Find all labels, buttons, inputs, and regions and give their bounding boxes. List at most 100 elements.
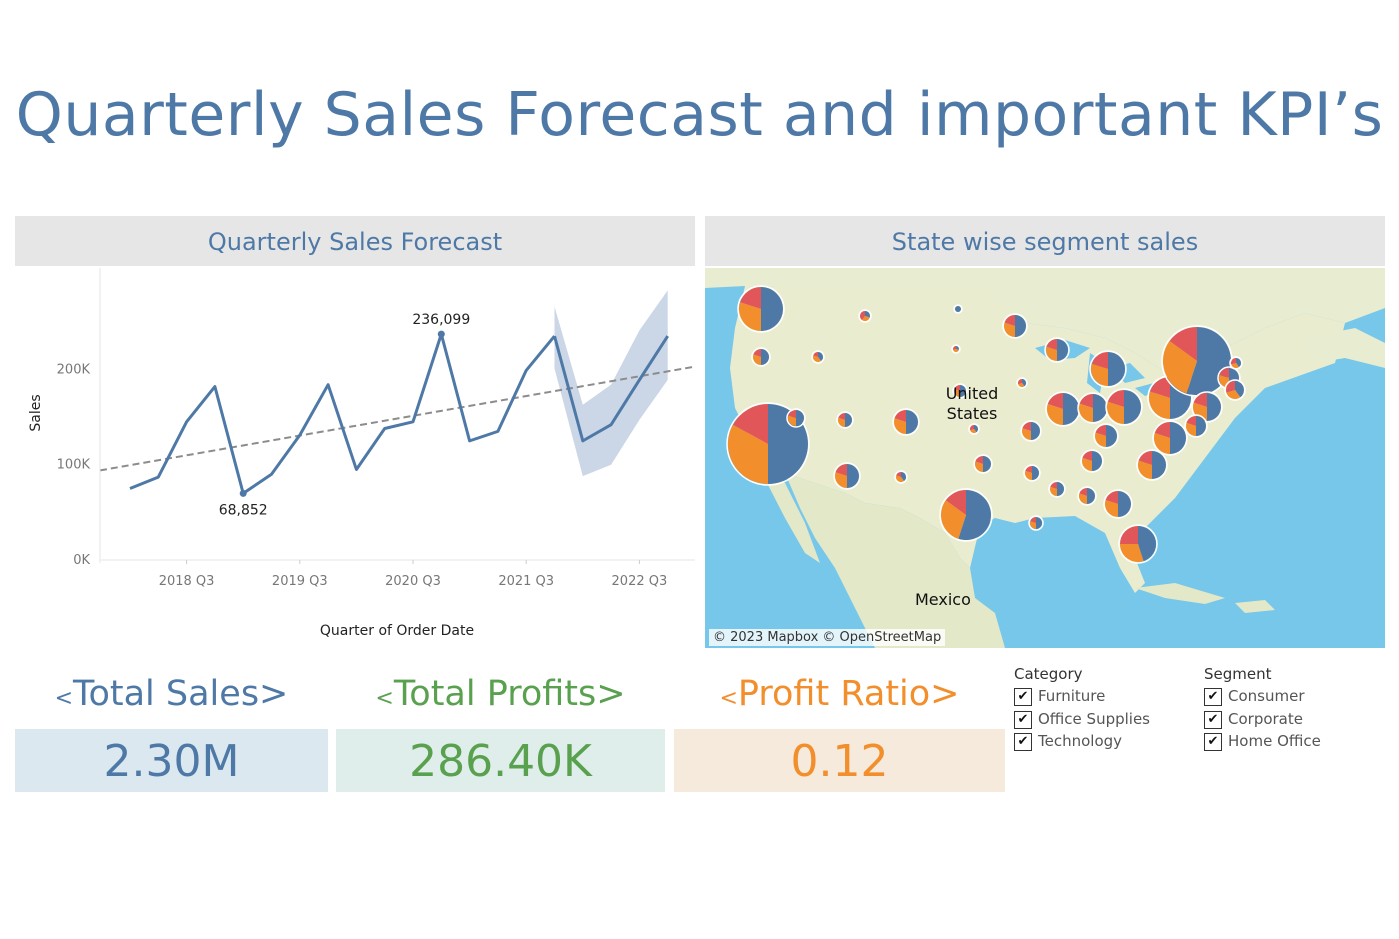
state-segment-pie[interactable] [1002, 313, 1028, 339]
segment-filter-consumer[interactable]: ✔ Consumer [1204, 686, 1305, 706]
segment-filter-title: Segment [1204, 665, 1272, 683]
x-tick-label: 2018 Q3 [159, 574, 215, 589]
checkbox-icon[interactable]: ✔ [1204, 687, 1222, 706]
pie-slice [1030, 517, 1036, 523]
state-segment-pie[interactable] [1020, 420, 1042, 442]
pie-outline [1152, 420, 1188, 456]
state-segment-pie[interactable] [1089, 350, 1127, 388]
state-segment-pie[interactable] [737, 285, 785, 333]
state-segment-pie[interactable] [751, 347, 771, 367]
pie-slice [1154, 422, 1170, 438]
category-filter-furniture[interactable]: ✔ Furniture [1014, 686, 1105, 706]
pie-slice [941, 500, 966, 539]
checkbox-icon[interactable]: ✔ [1014, 687, 1032, 706]
state-segment-pie[interactable] [1093, 423, 1119, 449]
pie-slice [894, 418, 906, 434]
state-segment-pie[interactable] [1224, 379, 1246, 401]
state-segment-pie[interactable] [811, 350, 825, 364]
segment-filter-corporate[interactable]: ✔ Corporate [1204, 709, 1303, 729]
pie-slice [788, 410, 796, 418]
state-segment-pie[interactable] [1184, 414, 1208, 438]
hispaniola [1235, 600, 1275, 613]
pie-slice [945, 490, 966, 515]
pie-slice [1093, 394, 1107, 422]
checkbox-icon[interactable]: ✔ [1204, 732, 1222, 751]
state-segment-pie[interactable] [833, 462, 861, 490]
pie-slice [1154, 433, 1170, 454]
state-segment-pie[interactable] [973, 454, 993, 474]
state-segment-pie[interactable] [1103, 489, 1133, 519]
pie-slice [1004, 322, 1015, 337]
state-segment-pie[interactable] [951, 344, 961, 354]
category-filter-technology[interactable]: ✔ Technology [1014, 731, 1122, 751]
pie-outline [1080, 449, 1104, 473]
pie-slice [896, 472, 901, 477]
state-segment-pie[interactable] [953, 304, 963, 314]
state-segment-pie[interactable] [1044, 337, 1070, 363]
state-segment-pie[interactable] [1077, 392, 1109, 424]
x-tick-label: 2022 Q3 [612, 574, 668, 589]
pie-slice [1170, 422, 1186, 454]
pie-slice [1138, 526, 1156, 562]
checkbox-icon[interactable]: ✔ [1014, 710, 1032, 729]
forecast-sales-line[interactable] [553, 335, 669, 443]
pie-slice [1106, 425, 1117, 447]
sales-forecast-chart[interactable]: 68,852 236,099 0K 100K 200K 2018 Q3 2019 Q3 20… [15, 268, 695, 648]
checkbox-icon[interactable]: ✔ [1204, 710, 1222, 729]
pie-slice [1138, 451, 1152, 465]
pie-outline [1093, 423, 1119, 449]
state-segment-pie[interactable] [952, 383, 968, 399]
state-segment-pie[interactable] [1229, 356, 1243, 370]
pie-outline [1048, 480, 1066, 498]
state-segment-pie[interactable] [1080, 449, 1104, 473]
annotation-label: 68,852 [219, 502, 268, 518]
cuba [1135, 583, 1225, 604]
kpi-title-total-sales: <Total Sales> [54, 674, 289, 714]
pie-outline [939, 488, 993, 542]
pie-slice [1079, 493, 1087, 504]
state-segment-pie[interactable] [1048, 480, 1066, 498]
state-segment-pie[interactable] [1118, 524, 1158, 564]
state-segment-pie[interactable] [858, 309, 872, 323]
state-segment-pie[interactable] [1045, 391, 1081, 427]
pie-slice [753, 354, 761, 365]
actual-sales-line[interactable] [129, 332, 556, 495]
state-segment-pie[interactable] [1136, 449, 1168, 481]
pie-slice [974, 425, 978, 433]
annotation-point[interactable] [239, 489, 247, 497]
kpi-value-total-sales: 2.30M [15, 729, 328, 792]
pie-slice [1022, 428, 1031, 440]
pie-slice [901, 472, 906, 482]
category-filter-office-supplies[interactable]: ✔ Office Supplies [1014, 709, 1150, 729]
segment-filter-home-office[interactable]: ✔ Home Office [1204, 731, 1321, 751]
state-segment-pie[interactable] [1105, 388, 1143, 426]
state-segment-pie[interactable] [1028, 515, 1044, 531]
state-segment-pie[interactable] [1016, 377, 1028, 389]
pie-slice [1047, 393, 1063, 409]
state-segment-pie[interactable] [1191, 391, 1223, 423]
state-segment-pie[interactable] [939, 488, 993, 542]
state-segment-pie[interactable] [1023, 464, 1041, 482]
pie-slice [813, 355, 821, 362]
pie-slice [1231, 358, 1236, 365]
state-segment-pie[interactable] [836, 411, 854, 429]
pie-slice [1124, 390, 1141, 424]
state-segment-pie[interactable] [1152, 420, 1188, 456]
pie-outline [973, 454, 993, 474]
pie-outline [1044, 337, 1070, 363]
map-panel-title: State wise segment sales [705, 216, 1385, 266]
pie-slice [1235, 381, 1244, 398]
state-segment-pie[interactable] [894, 470, 908, 484]
state-segment-pie[interactable] [786, 408, 806, 428]
state-segment-pie[interactable] [1077, 486, 1097, 506]
checkbox-icon[interactable]: ✔ [1014, 732, 1032, 751]
state-segment-pie[interactable] [968, 423, 980, 435]
pie-outline [1105, 388, 1143, 426]
annotation-point[interactable] [437, 330, 445, 338]
pie-slice [728, 424, 768, 484]
state-segment-pie[interactable] [892, 408, 920, 436]
segment-sales-map[interactable]: United States Mexico © 2023 Mapbox © Ope… [705, 268, 1385, 648]
pie-slice [835, 472, 847, 488]
pie-slice [1231, 363, 1239, 368]
pie-slice [838, 417, 845, 427]
